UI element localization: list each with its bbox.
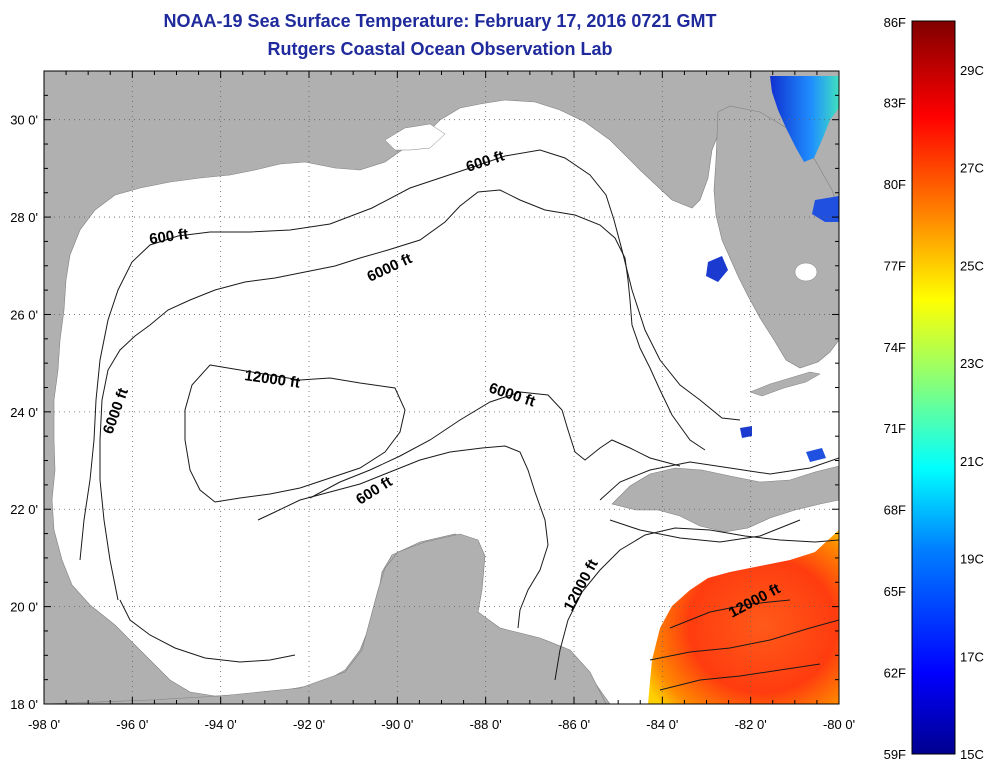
y-tick-label: 30 0' [10, 113, 38, 128]
sst-florida-lower-patch [812, 196, 839, 222]
colorbar-f-label: 77F [884, 258, 906, 273]
map-axes: -98 0' -96 0' -94 0' -92 0' -90 0' -88 0' -86 … [10, 70, 855, 732]
contour-caribbean [649, 599, 839, 691]
y-tick-label: 18 0' [10, 697, 38, 712]
y-tick-label: 26 0' [10, 307, 38, 322]
x-tick-label: -94 0' [205, 717, 237, 732]
x-tick-label: -80 0' [823, 717, 855, 732]
colorbar-c-label: 29C [960, 63, 984, 78]
colorbar-f-label: 80F [884, 177, 906, 192]
lake-okeechobee [794, 262, 818, 282]
colorbar-f-label: 62F [884, 666, 906, 681]
x-tick-label: -96 0' [116, 717, 148, 732]
contour-12000ft [184, 364, 406, 503]
colorbar-f-label: 83F [884, 95, 906, 110]
graticule [44, 71, 839, 704]
contour-600ft [79, 149, 741, 561]
x-tick-label: -98 0' [28, 717, 60, 732]
x-tick-label: -84 0' [646, 717, 678, 732]
land-yucatan [44, 533, 607, 704]
contour-label: 600 ft [148, 226, 189, 248]
colorbar-c-label: 17C [960, 649, 984, 664]
colorbar-f-label: 65F [884, 584, 906, 599]
colorbar-c-label: 27C [960, 161, 984, 176]
contour-6000ft [99, 189, 706, 601]
contour-6000ft-inner [309, 391, 681, 499]
map-subtitle: Rutgers Coastal Ocean Observation Lab [267, 39, 613, 59]
colorbar-f-label: 74F [884, 340, 906, 355]
contour-600ft-south [257, 445, 549, 629]
colorbar-c-label: 19C [960, 552, 984, 567]
x-tick-label: -90 0' [381, 717, 413, 732]
colorbar-labels: 86F 83F 80F 77F 74F 71F 68F 65F 62F 59F 29C 27C 25C 2… [884, 15, 984, 762]
colorbar-c-label: 25C [960, 258, 984, 273]
lake-pontchartrain [384, 123, 446, 151]
colorbar-f-label: 71F [884, 421, 906, 436]
colorbar-c-label: 21C [960, 454, 984, 469]
land-cuba [611, 465, 839, 533]
colorbar-c-label: 15C [960, 747, 984, 762]
contour-cuba-shelf [599, 457, 839, 543]
sst-keys-patch [740, 426, 752, 438]
sst-cuba-north-patch [806, 448, 826, 462]
sst-florida-atlantic-patch [770, 76, 839, 162]
contour-texas-shelf [119, 599, 296, 663]
x-tick-label: -86 0' [558, 717, 590, 732]
y-tick-label: 28 0' [10, 210, 38, 225]
x-tick-label: -88 0' [470, 717, 502, 732]
contour-12000ft-channel [554, 527, 839, 681]
colorbar-c-label: 23C [960, 356, 984, 371]
colorbar-f-label: 59F [884, 747, 906, 762]
y-tick-label: 24 0' [10, 405, 38, 420]
sst-caribbean-patch [648, 530, 839, 704]
map-title: NOAA-19 Sea Surface Temperature: Februar… [163, 11, 717, 31]
x-tick-label: -82 0' [735, 717, 767, 732]
sst-bigbend-patch [706, 256, 728, 282]
colorbar-f-label: 86F [884, 15, 906, 30]
colorbar-f-label: 68F [884, 503, 906, 518]
bathymetry-contours [79, 149, 839, 691]
y-tick-label: 22 0' [10, 502, 38, 517]
y-tick-label: 20 0' [10, 600, 38, 615]
x-tick-label: -92 0' [293, 717, 325, 732]
colorbar [911, 20, 956, 755]
land-keys [749, 371, 821, 397]
